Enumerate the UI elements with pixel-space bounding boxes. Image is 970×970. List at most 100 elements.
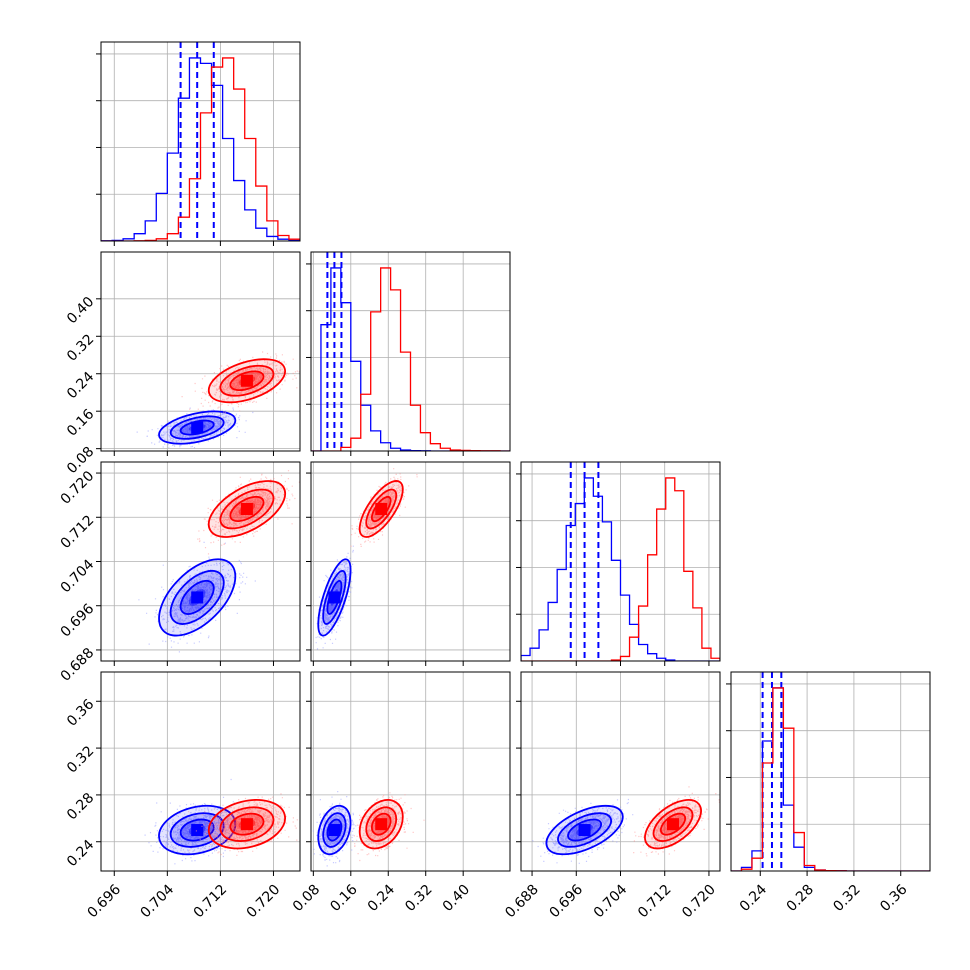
contour-line — [169, 569, 225, 625]
histogram-blue — [311, 267, 510, 451]
panel-content — [731, 672, 930, 871]
contour-line — [317, 558, 352, 637]
scatter-panel-p0-p3: 0.696 0.704 0.712 0.720 0.24 0.28 0.32 0.36 — [64, 671, 301, 922]
contour-line — [219, 806, 275, 842]
panel-content — [521, 462, 720, 661]
x-tick-label: 0.16 — [327, 882, 360, 915]
panel-frame — [310, 251, 511, 452]
panel-content — [101, 672, 300, 871]
contour-line — [229, 495, 265, 523]
density-peak — [240, 374, 253, 387]
x-tick-label: 0.36 — [877, 882, 910, 915]
scatter-panel-p1-p2 — [306, 461, 511, 666]
panel-content — [311, 462, 510, 661]
scatter-panel-p0-p1: 0.08 0.16 0.24 0.32 0.40 — [64, 251, 301, 477]
scatter-panel-p1-p3: 0.08 0.16 0.24 0.32 0.40 — [290, 671, 511, 915]
x-tick-label: 0.24 — [737, 882, 770, 915]
panel-frame — [100, 251, 301, 452]
x-tick-label: 0.688 — [502, 882, 542, 922]
contour-line — [158, 558, 237, 637]
y-tick-label: 0.08 — [64, 444, 97, 477]
contour-line — [158, 410, 237, 445]
density-peak — [191, 824, 204, 837]
scatter-points-red — [181, 351, 300, 414]
panel-content — [101, 462, 300, 661]
contour-line — [229, 370, 265, 392]
contour-line — [557, 812, 613, 848]
contour-line — [219, 364, 275, 397]
density-peak — [578, 824, 591, 837]
x-tick-label: 0.696 — [547, 882, 587, 922]
contour-line — [207, 480, 286, 538]
contour-line — [370, 812, 392, 836]
density-peak — [328, 824, 341, 837]
density-peak — [667, 818, 680, 831]
y-tick-label: 0.32 — [64, 743, 97, 776]
panel-content — [311, 252, 510, 451]
panel-frame — [310, 671, 511, 872]
contour-line — [545, 804, 624, 856]
panel-background — [731, 672, 930, 871]
x-tick-label: 0.712 — [635, 882, 675, 922]
density-peak — [375, 818, 388, 831]
x-tick-label: 0.720 — [679, 882, 719, 922]
x-tick-label: 0.32 — [830, 882, 863, 915]
y-tick-label: 0.36 — [64, 696, 97, 729]
density-peak — [191, 421, 204, 434]
contour-line — [317, 804, 352, 856]
y-tick-label: 0.24 — [64, 369, 97, 402]
x-tick-label: 0.720 — [244, 882, 284, 922]
contour-line — [358, 480, 404, 538]
panel-content — [521, 672, 720, 871]
contour-line — [644, 799, 702, 850]
panel-content — [101, 252, 300, 451]
contour-line — [179, 579, 215, 615]
hist-panel-p1-p1 — [306, 251, 511, 456]
panel-content — [101, 42, 300, 241]
y-tick-label: 0.24 — [64, 837, 97, 870]
contour-line — [229, 812, 265, 836]
contour-line — [652, 806, 694, 842]
panel-background — [311, 672, 510, 871]
contour-line — [365, 488, 398, 530]
scatter-points-blue — [144, 778, 256, 865]
density-peak — [328, 591, 341, 604]
histogram-blue — [521, 477, 720, 661]
y-tick-label: 0.40 — [64, 294, 97, 327]
x-tick-label: 0.40 — [440, 882, 473, 915]
x-tick-label: 0.28 — [784, 882, 817, 915]
x-tick-label: 0.704 — [138, 882, 178, 922]
x-tick-label: 0.24 — [365, 882, 398, 915]
panel-content — [311, 672, 510, 871]
contour-line — [322, 812, 347, 848]
histogram-blue — [101, 57, 300, 241]
x-tick-label: 0.712 — [191, 882, 231, 922]
scatter-panel-p2-p3: 0.688 0.696 0.704 0.712 0.720 — [502, 671, 721, 922]
y-tick-label: 0.688 — [58, 645, 98, 685]
hist-panel-p2-p2 — [516, 461, 721, 666]
contour-line — [365, 806, 398, 842]
contour-line — [207, 799, 286, 850]
histogram-red — [521, 477, 720, 661]
contour-line — [322, 569, 347, 625]
panel-frame — [730, 671, 931, 872]
panel-background — [101, 672, 300, 871]
hist-panel-p0-p0 — [96, 41, 301, 246]
y-tick-label: 0.696 — [58, 601, 98, 641]
panel-frame — [100, 671, 301, 872]
contour-line — [219, 488, 275, 530]
y-tick-label: 0.16 — [64, 406, 97, 439]
contour-line — [358, 799, 404, 850]
contour-line — [207, 358, 286, 404]
y-tick-label: 0.704 — [58, 556, 98, 596]
x-tick-label: 0.696 — [85, 882, 125, 922]
y-tick-label: 0.712 — [58, 512, 98, 552]
contour-line — [326, 818, 343, 842]
contour-line — [158, 804, 237, 856]
y-tick-label: 0.28 — [64, 790, 97, 823]
contour-line — [169, 415, 225, 440]
histogram-red — [731, 687, 930, 871]
panel-frame — [100, 41, 301, 242]
